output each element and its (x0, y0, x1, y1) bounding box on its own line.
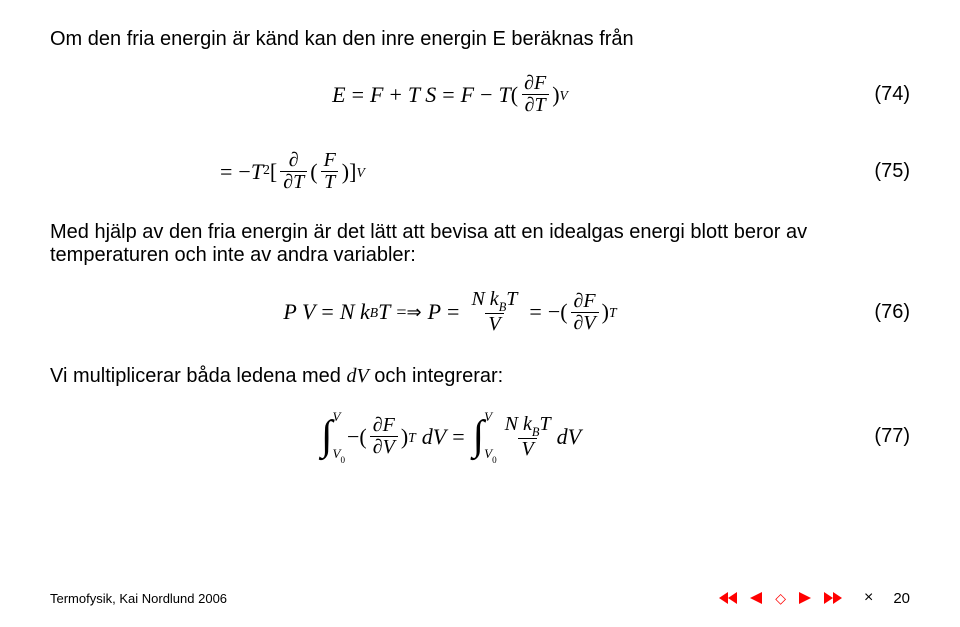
nav-diamond-icon[interactable]: ◇ (775, 590, 786, 607)
nav-first-icon[interactable] (719, 592, 737, 604)
equation-77: ∫ VV0 −( ∂F ∂V )TdV= ∫ VV0 N kBT V dV (50, 410, 910, 464)
equation-74: E=F+T S=F−T( ∂F ∂T )V (74) (50, 73, 910, 116)
nav-last-icon[interactable] (824, 592, 842, 604)
eq-number-75: (75) (850, 160, 910, 183)
nav-controls: ◇ × 20 (719, 589, 910, 607)
nav-close-icon[interactable]: × (864, 589, 873, 607)
paragraph-2: Med hjälp av den fria energin är det lät… (50, 221, 910, 267)
page-number: 20 (893, 590, 910, 607)
page-content: Om den fria energin är känd kan den inre… (0, 0, 960, 508)
paragraph-1: Om den fria energin är känd kan den inre… (50, 28, 910, 51)
eq-number-77: (77) (850, 425, 910, 448)
eq-number-76: (76) (850, 301, 910, 324)
footer: Termofysik, Kai Nordlund 2006 ◇ × 20 (50, 589, 910, 607)
nav-prev-icon[interactable] (747, 592, 765, 604)
nav-next-icon[interactable] (796, 592, 814, 604)
equation-76: P V=N kBT=⇒P= N kBT V =−( ∂F ∂V )T (76) (50, 289, 910, 335)
eq-number-74: (74) (850, 83, 910, 106)
equation-75: =−T2[ ∂ ∂T ( F T )]V (75) (50, 150, 910, 193)
para3-post: och integrerar: (369, 365, 504, 387)
footer-credit: Termofysik, Kai Nordlund 2006 (50, 591, 227, 606)
para3-math: dV (346, 365, 368, 387)
para3-text: Vi multiplicerar båda ledena med (50, 365, 346, 387)
paragraph-3: Vi multiplicerar båda ledena med dV och … (50, 365, 910, 388)
